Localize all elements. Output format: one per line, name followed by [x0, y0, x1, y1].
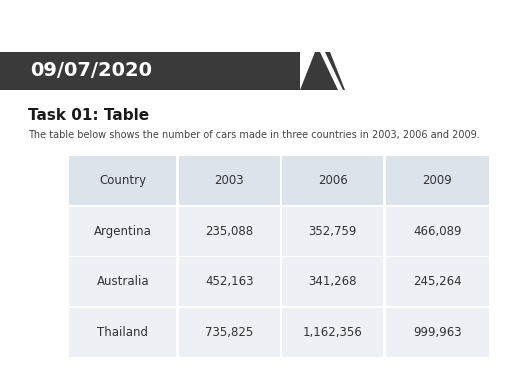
Text: 735,825: 735,825: [205, 326, 253, 339]
Text: 09/07/2020: 09/07/2020: [30, 61, 152, 81]
Text: Country: Country: [99, 174, 146, 187]
Text: Task 01: Table: Task 01: Table: [28, 108, 149, 123]
Text: The table below shows the number of cars made in three countries in 2003, 2006 a: The table below shows the number of cars…: [28, 130, 480, 140]
Text: 2003: 2003: [215, 174, 244, 187]
Text: 452,163: 452,163: [205, 275, 253, 289]
Text: 341,268: 341,268: [309, 275, 357, 289]
Text: 2006: 2006: [318, 174, 348, 187]
Text: Australia: Australia: [97, 275, 149, 289]
Text: Argentina: Argentina: [94, 224, 152, 238]
Text: 245,264: 245,264: [413, 275, 461, 289]
Text: 466,089: 466,089: [413, 224, 461, 238]
Text: 2009: 2009: [422, 174, 452, 187]
Text: 235,088: 235,088: [205, 224, 253, 238]
Text: 1,162,356: 1,162,356: [303, 326, 362, 339]
Text: Thailand: Thailand: [97, 326, 148, 339]
Text: 999,963: 999,963: [413, 326, 461, 339]
Text: 352,759: 352,759: [309, 224, 357, 238]
